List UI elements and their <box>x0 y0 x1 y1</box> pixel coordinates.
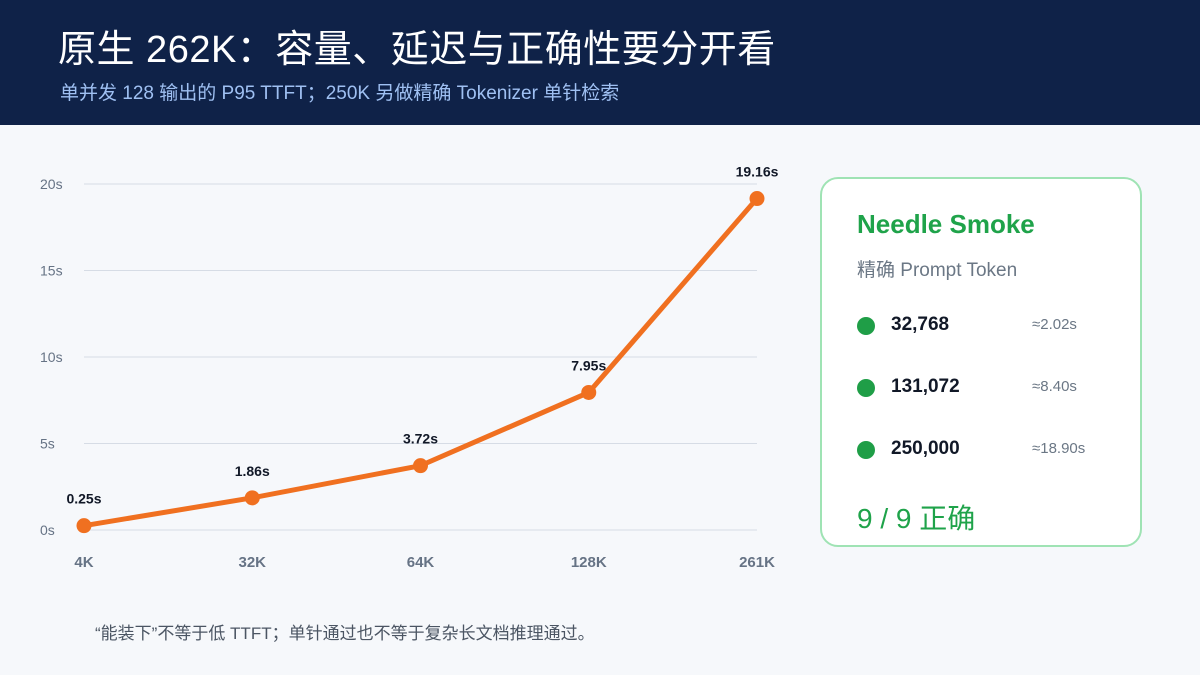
data-point <box>581 384 597 400</box>
needle-smoke-card: Needle Smoke 精确 Prompt Token 32,768 ≈2.0… <box>820 177 1142 547</box>
x-tick-label: 64K <box>407 554 435 571</box>
x-tick-label: 4K <box>74 554 93 571</box>
data-label: 0.25s <box>66 491 101 507</box>
data-point <box>749 191 765 207</box>
x-tick-label: 32K <box>238 554 266 571</box>
status-dot-icon <box>857 441 875 459</box>
data-point <box>76 518 92 534</box>
card-row: 32,768 ≈2.02s <box>857 311 1127 341</box>
page-title: 原生 262K：容量、延迟与正确性要分开看 <box>58 29 776 71</box>
footnote: “能装下”不等于低 TTFT；单针通过也不等于复杂长文档推理通过。 <box>95 624 595 643</box>
data-label: 3.72s <box>403 431 438 447</box>
card-row: 250,000 ≈18.90s <box>857 435 1127 465</box>
header-banner: 原生 262K：容量、延迟与正确性要分开看 单并发 128 输出的 P95 TT… <box>0 0 1200 125</box>
card-title: Needle Smoke <box>857 209 1035 239</box>
y-tick-label: 0s <box>40 522 55 538</box>
card-row: 131,072 ≈8.40s <box>857 373 1127 403</box>
y-tick-label: 5s <box>40 436 55 452</box>
data-point <box>244 490 260 506</box>
x-tick-label: 261K <box>739 554 775 571</box>
data-label: 19.16s <box>736 164 779 180</box>
y-tick-label: 20s <box>40 176 63 192</box>
token-count: 250,000 <box>891 438 960 459</box>
ttft-value: ≈18.90s <box>1032 440 1086 457</box>
result-summary: 9 / 9 正确 <box>857 503 976 534</box>
data-label: 7.95s <box>571 357 606 373</box>
status-dot-icon <box>857 379 875 397</box>
chart-svg: 0s 5s 10s 15s 20s 4K 32K 64K 128K 261K 0.25s 1.86s 3… <box>40 164 779 571</box>
data-label: 1.86s <box>235 463 270 479</box>
ttft-value: ≈8.40s <box>1032 378 1077 395</box>
y-tick-label: 15s <box>40 263 63 279</box>
data-point <box>413 458 428 474</box>
series-line <box>81 196 760 529</box>
x-tick-label: 128K <box>571 554 607 571</box>
token-count: 32,768 <box>891 314 950 335</box>
status-dot-icon <box>857 317 875 335</box>
page-subtitle: 单并发 128 输出的 P95 TTFT；250K 另做精确 Tokenizer… <box>60 83 620 104</box>
token-count: 131,072 <box>891 376 960 397</box>
ttft-value: ≈2.02s <box>1032 316 1077 333</box>
latency-line-chart: 0s 5s 10s 15s 20s 4K 32K 64K 128K 261K 0.25s 1.86s 3… <box>0 125 800 595</box>
y-tick-label: 10s <box>40 349 63 365</box>
card-subtitle: 精确 Prompt Token <box>857 260 1018 281</box>
